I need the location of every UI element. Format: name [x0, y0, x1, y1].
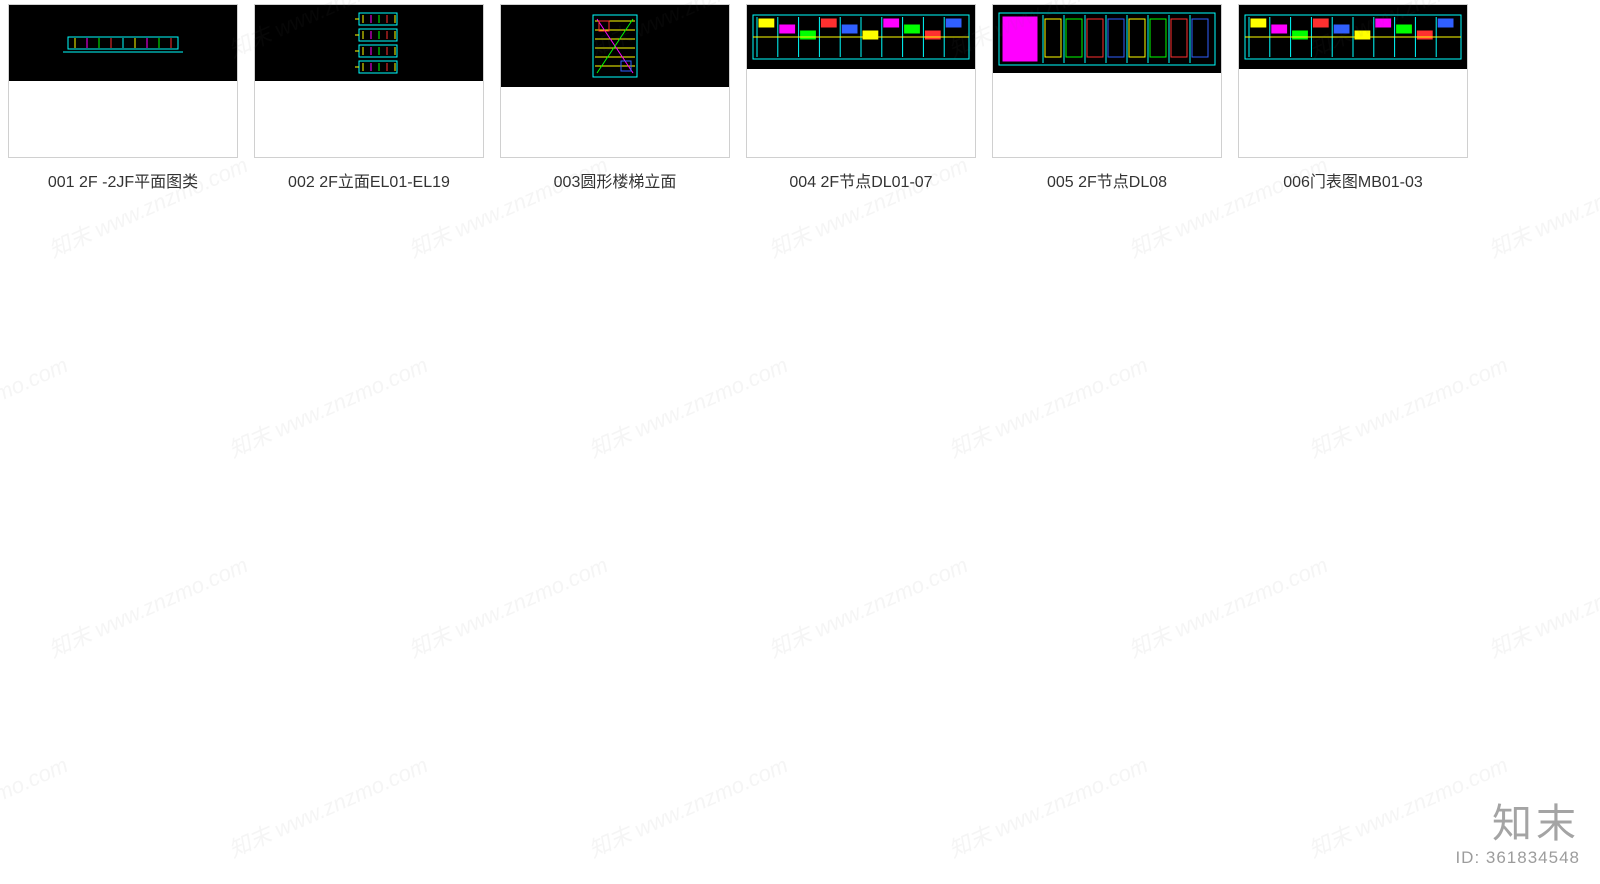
cad-preview [993, 5, 1221, 73]
file-tile[interactable]: 002 2F立面EL01-EL19 [246, 4, 492, 192]
watermark-text: 知末 www.znzmo.com [1483, 548, 1600, 665]
corner-branding: 知末 ID: 361834548 [1455, 804, 1580, 868]
watermark-text: 知末 www.znzmo.com [1123, 548, 1333, 665]
thumbnail[interactable] [1238, 4, 1468, 158]
cad-preview [9, 5, 237, 81]
watermark-text: 知末 www.znzmo.com [0, 748, 72, 865]
cad-preview [255, 5, 483, 81]
watermark-text: 知末 www.znzmo.com [943, 348, 1153, 465]
thumbnail[interactable] [254, 4, 484, 158]
thumbnail[interactable] [500, 4, 730, 158]
corner-logo-text: 知末 [1455, 804, 1580, 844]
thumbnail[interactable] [992, 4, 1222, 158]
file-caption: 002 2F立面EL01-EL19 [288, 168, 450, 192]
file-tile[interactable]: 006门表图MB01-03 [1230, 4, 1476, 192]
file-caption: 001 2F -2JF平面图类 [48, 168, 198, 192]
file-tile[interactable]: 003圆形楼梯立面 [492, 4, 738, 192]
watermark-text: 知末 www.znzmo.com [0, 348, 72, 465]
watermark-text: 知末 www.znzmo.com [223, 748, 433, 865]
cad-preview [747, 5, 975, 69]
watermark-text: 知末 www.znzmo.com [223, 348, 433, 465]
watermark-text: 知末 www.znzmo.com [763, 548, 973, 665]
watermark-text: 知末 www.znzmo.com [403, 548, 613, 665]
thumbnail[interactable] [8, 4, 238, 158]
file-caption: 004 2F节点DL01-07 [789, 168, 932, 192]
watermark-text: 知末 www.znzmo.com [943, 748, 1153, 865]
cad-preview [501, 5, 729, 87]
thumbnail-grid: 001 2F -2JF平面图类 002 2F立面EL01-EL19 003圆形楼… [0, 0, 1600, 192]
file-tile[interactable]: 005 2F节点DL08 [984, 4, 1230, 192]
watermark-text: 知末 www.znzmo.com [583, 748, 793, 865]
watermark-text: 知末 www.znzmo.com [583, 348, 793, 465]
file-caption: 006门表图MB01-03 [1283, 168, 1423, 192]
file-tile[interactable]: 004 2F节点DL01-07 [738, 4, 984, 192]
cad-preview [1239, 5, 1467, 69]
thumbnail[interactable] [746, 4, 976, 158]
file-caption: 005 2F节点DL08 [1047, 168, 1167, 192]
file-caption: 003圆形楼梯立面 [554, 168, 677, 192]
watermark-text: 知末 www.znzmo.com [1303, 748, 1513, 865]
watermark-text: 知末 www.znzmo.com [1303, 348, 1513, 465]
corner-id-text: ID: 361834548 [1455, 848, 1580, 868]
file-tile[interactable]: 001 2F -2JF平面图类 [0, 4, 246, 192]
watermark-text: 知末 www.znzmo.com [43, 548, 253, 665]
